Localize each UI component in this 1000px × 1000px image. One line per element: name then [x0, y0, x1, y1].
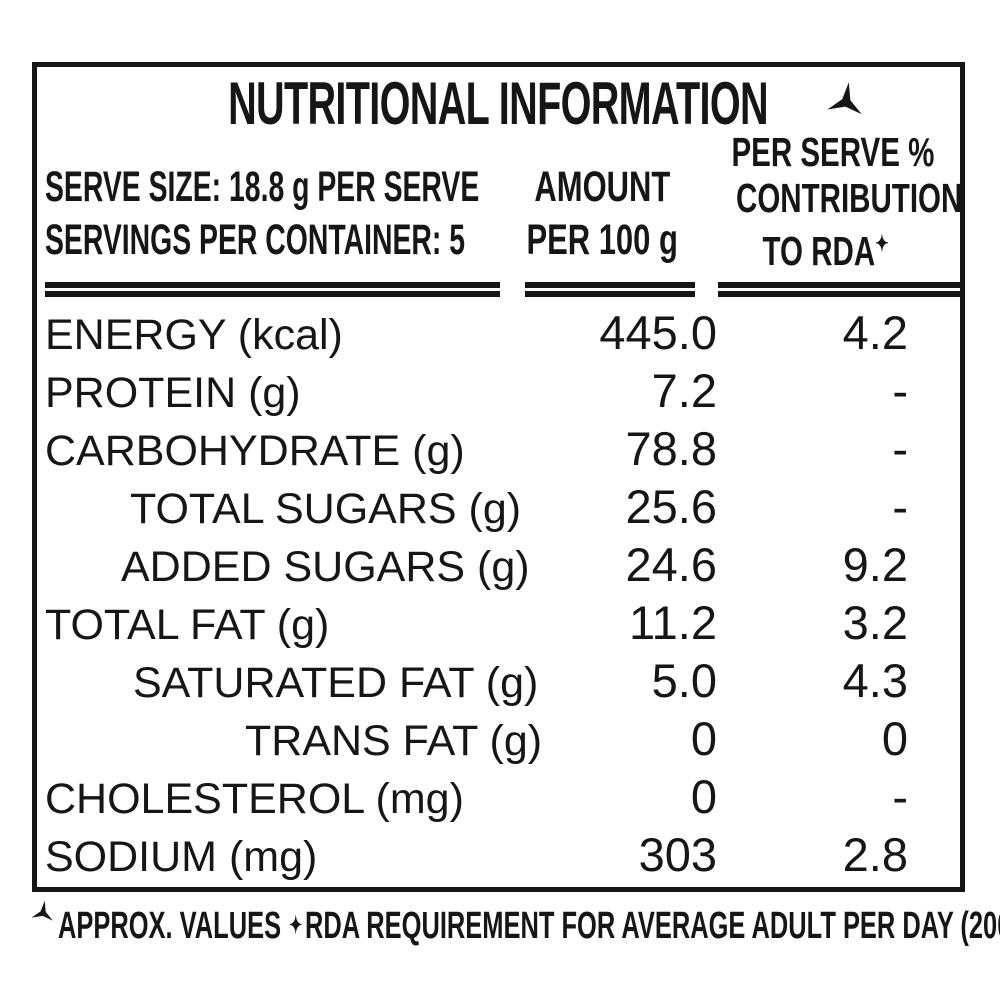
header-rule-left	[45, 282, 500, 297]
serve-size-text: SERVE SIZE: 18.8 g PER SERVE	[45, 163, 480, 211]
page-title: NUTRITIONAL INFORMATION	[228, 70, 770, 137]
amount-value: 0	[690, 712, 718, 765]
nutrient-label: SODIUM (mg)	[45, 833, 318, 881]
rda-header-line1: PER SERVE %	[731, 129, 935, 175]
nutrient-label: TOTAL FAT (g)	[45, 601, 330, 649]
nutrient-label: ADDED SUGARS (g)	[121, 543, 530, 591]
serve-info-column: SERVE SIZE: 18.8 g PER SERVE SERVINGS PE…	[45, 161, 703, 267]
table-row: CHOLESTEROL (mg) 0 -	[45, 768, 957, 826]
rda-value: 4.2	[842, 306, 908, 359]
nutrient-label: TRANS FAT (g)	[245, 717, 543, 765]
amount-value: 7.2	[651, 364, 717, 417]
table-row: SODIUM (mg) 303 2.8	[45, 826, 957, 884]
amount-value: 11.2	[629, 596, 717, 649]
rda-value: 9.2	[842, 538, 908, 591]
title-row: NUTRITIONAL INFORMATION	[37, 70, 960, 137]
footnote-rda-text: RDA REQUIREMENT FOR AVERAGE ADULT PER DA…	[304, 905, 1000, 947]
approx-three-pointed-star-icon	[827, 82, 862, 115]
rda-value: -	[892, 364, 908, 417]
footnote: APPROX. VALUES ✦RDA REQUIREMENT FOR AVERA…	[30, 900, 1000, 948]
table-row: CARBOHYDRATE (g) 78.8 -	[45, 420, 957, 478]
amount-column-header: AMOUNT PER 100 g	[492, 161, 712, 267]
rda-star-marker: ✦	[875, 231, 890, 256]
amount-value: 25.6	[625, 480, 717, 533]
table-row: TOTAL SUGARS (g) 25.6 -	[45, 478, 957, 536]
nutrient-label: SATURATED FAT (g)	[133, 659, 539, 707]
rda-header-line3: TO RDA	[762, 228, 876, 274]
nutrient-label: ENERGY (kcal)	[45, 311, 343, 359]
nutrient-label: TOTAL SUGARS (g)	[130, 485, 522, 533]
amount-value: 303	[638, 828, 717, 881]
amount-value: 0	[690, 770, 717, 823]
header-rule-right	[718, 282, 965, 297]
nutrient-label: CHOLESTEROL (mg)	[45, 775, 464, 823]
rda-value: 2.8	[842, 828, 908, 881]
rda-value: -	[892, 770, 908, 823]
label-frame: NUTRITIONAL INFORMATION SERVE SIZE: 18.8…	[32, 62, 965, 892]
approx-three-pointed-star-icon	[31, 900, 53, 921]
table-row: ENERGY (kcal) 445.0 4.2	[45, 304, 957, 362]
amount-header-line1: AMOUNT	[534, 163, 670, 211]
rda-value: -	[892, 480, 908, 533]
amount-header-line2: PER 100 g	[526, 216, 678, 264]
nutrient-label: PROTEIN (g)	[45, 369, 301, 417]
amount-value: 445.0	[599, 306, 717, 359]
nutrient-label: CARBOHYDRATE (g)	[45, 427, 465, 475]
table-row: TOTAL FAT (g) 11.2 3.2	[45, 594, 957, 652]
amount-value: 5.0	[651, 654, 717, 707]
servings-per-container-text: SERVINGS PER CONTAINER: 5	[45, 216, 465, 264]
table-row: SATURATED FAT (g) 5.0 4.3	[45, 652, 957, 710]
rda-column-header: PER SERVE % CONTRIBUTION TO RDA✦	[692, 129, 963, 274]
rda-star-marker: ✦	[289, 912, 303, 938]
table-row: ADDED SUGARS (g) 24.6 9.2	[45, 536, 957, 594]
rda-header-line2: CONTRIBUTION	[736, 175, 963, 221]
rda-value: 3.2	[842, 596, 908, 649]
amount-value: 24.6	[625, 538, 717, 591]
amount-value: 78.8	[625, 422, 717, 475]
rda-value: -	[892, 422, 908, 475]
table-row: TRANS FAT (g) 0 0	[45, 710, 957, 768]
footnote-approx-text: APPROX. VALUES	[58, 905, 282, 947]
rda-value: 0	[881, 712, 908, 765]
header-rule-middle	[525, 282, 695, 297]
table-row: PROTEIN (g) 7.2 -	[45, 362, 957, 420]
nutrition-table: ENERGY (kcal) 445.0 4.2 PROTEIN (g) 7.2 …	[45, 304, 957, 884]
rda-value: 4.3	[842, 654, 908, 707]
